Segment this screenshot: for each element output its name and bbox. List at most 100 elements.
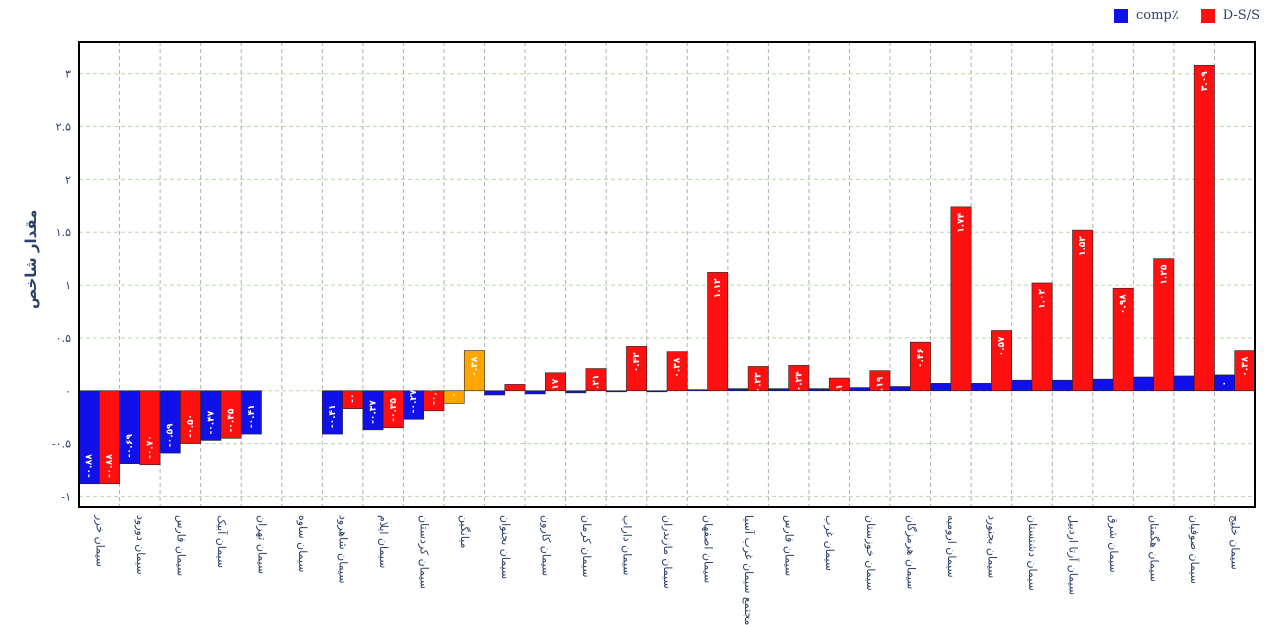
bar-dss xyxy=(666,351,688,392)
average-bar-baseline xyxy=(443,390,465,404)
data-label: -۰ xyxy=(348,393,358,402)
legend-swatch-dss xyxy=(1200,8,1215,23)
data-label: ۱.۷۴ xyxy=(957,212,967,232)
data-label: ۳.۰۹ xyxy=(1200,71,1210,91)
bar-dss xyxy=(991,330,1012,392)
data-label: -۰.۴۱ xyxy=(247,404,257,428)
data-label: ۰.۴۶ xyxy=(916,348,926,368)
y-tick-label: ۰ xyxy=(65,385,71,398)
bar-comp xyxy=(970,383,992,392)
x-tick-label: سیمان صوفیان xyxy=(1188,515,1201,584)
bar-comp xyxy=(889,386,911,392)
data-label: ۰.۹۸ xyxy=(1119,294,1129,314)
bar-dss xyxy=(707,272,729,392)
bar-comp xyxy=(605,390,627,393)
x-tick-label: میانگین xyxy=(458,515,471,549)
bar-dss xyxy=(504,384,526,392)
x-tick-label: سیمان فارس xyxy=(783,515,796,576)
bar-comp xyxy=(1173,375,1195,392)
bar-dss xyxy=(910,341,931,392)
bar-dss xyxy=(585,368,607,392)
data-label: -۰.۶۹ xyxy=(125,434,135,458)
y-tick-label: ۰.۵ xyxy=(56,332,71,345)
legend-swatch-comp xyxy=(1114,8,1128,23)
bar-dss xyxy=(1153,258,1175,392)
data-label: -۰.۸۸ xyxy=(105,454,115,478)
bar-comp xyxy=(808,388,830,392)
x-tick-label: سیمان هرمزگان xyxy=(904,515,917,589)
x-tick-label: سیمان آبیک xyxy=(215,515,229,568)
data-label: -۰.۵۰ xyxy=(186,414,196,438)
plot-frame xyxy=(78,41,1256,508)
x-tick-label: سیمان خزر xyxy=(93,514,106,567)
x-tick-label: سیمان غرب xyxy=(823,515,836,571)
x-tick-label: سیمان خلیج xyxy=(1229,515,1242,570)
bar-comp xyxy=(524,390,546,395)
legend-label-dss: D-S/S xyxy=(1222,8,1260,23)
y-tick-label: -۰.۵ xyxy=(52,438,71,451)
x-tick-label: سیمان شاهرود xyxy=(337,515,350,583)
x-tick-label: سیمان دورود xyxy=(134,515,147,575)
data-label: -۰.۷۰ xyxy=(145,435,155,459)
x-tick-label: مجتمع سیمان غرب آسیا xyxy=(742,515,756,625)
legend-item-comp[interactable]: comp٪ xyxy=(1114,8,1179,23)
x-tick-label: سیمان کردستان xyxy=(418,515,431,589)
data-label: ۰.۳۸ xyxy=(1240,356,1250,376)
data-label: ۰.۱۷ xyxy=(551,378,561,398)
legend-item-dss[interactable]: D-S/S xyxy=(1200,8,1260,23)
x-tick-label: سیمان کرمان xyxy=(580,515,593,577)
x-tick-label: سیمان دشتستان xyxy=(1026,515,1039,591)
y-tick-label: ۱ xyxy=(65,279,71,292)
bar-comp xyxy=(322,390,343,435)
y-tick-label: ۱.۵ xyxy=(56,226,71,239)
bar-dss xyxy=(788,365,810,392)
x-tick-label: سیمان آرتا اردبیل xyxy=(1067,515,1081,595)
bar-comp xyxy=(930,383,952,392)
bar-comp xyxy=(686,389,708,392)
bar-comp xyxy=(727,388,749,392)
bar-comp xyxy=(565,390,587,394)
data-label: -۰.۲۷ xyxy=(409,389,419,413)
data-label: ۰ xyxy=(1220,381,1230,387)
data-label: ۰ xyxy=(450,392,460,398)
data-label: ۰.۵۷ xyxy=(997,336,1007,356)
bar-comp xyxy=(768,388,789,392)
bar-dss xyxy=(1031,282,1053,392)
y-tick-label: ۲.۵ xyxy=(56,121,71,134)
bar-comp xyxy=(1051,379,1073,392)
x-tick-label: سیمان اصفهان xyxy=(702,515,715,583)
y-tick-label: ۲ xyxy=(65,173,71,186)
data-label: ۱.۵۲ xyxy=(1078,236,1088,256)
data-label: ۰.۳۸ xyxy=(673,357,683,377)
data-label: ۱.۱۲ xyxy=(713,278,723,298)
bar-comp xyxy=(1133,376,1154,392)
x-tick-label: سیمان مازندران xyxy=(661,515,674,589)
bar-comp xyxy=(484,390,506,396)
x-tick-label: سیمان ایلام xyxy=(377,515,390,568)
data-label: ۰.۲۴ xyxy=(794,371,804,391)
x-tick-label: سیمان داراب xyxy=(620,515,633,576)
data-label: ۱.۲۵ xyxy=(1159,264,1169,284)
y-tick-label: ۳ xyxy=(65,68,71,81)
data-label: -۰.۵۹ xyxy=(166,423,176,447)
data-label: ۰.۱۹ xyxy=(875,376,885,396)
y-tick-label: -۱ xyxy=(61,490,71,503)
data-label: ۰.۱ xyxy=(835,384,845,398)
bar-dss xyxy=(626,346,648,392)
data-label: ۰.۴۲ xyxy=(632,352,642,372)
bar-dss xyxy=(747,366,769,392)
data-label: ۰.۳۸ xyxy=(470,356,480,376)
bar-comp xyxy=(240,390,262,435)
bar-dss xyxy=(828,377,850,392)
legend-label-comp: comp٪ xyxy=(1136,8,1179,23)
data-label: -۰.۳۵ xyxy=(389,398,399,422)
data-label: -۰.۴۵ xyxy=(227,408,237,432)
bar-comp xyxy=(849,387,871,392)
bar-dss xyxy=(1112,287,1134,392)
bar-dss xyxy=(869,370,891,392)
x-tick-label: سیمان ارومیه xyxy=(945,515,958,578)
data-label: ۰.۲۱ xyxy=(592,375,602,395)
x-tick-label: سیمان کارون xyxy=(539,515,552,576)
data-label: -۰.۱۹ xyxy=(429,381,439,405)
